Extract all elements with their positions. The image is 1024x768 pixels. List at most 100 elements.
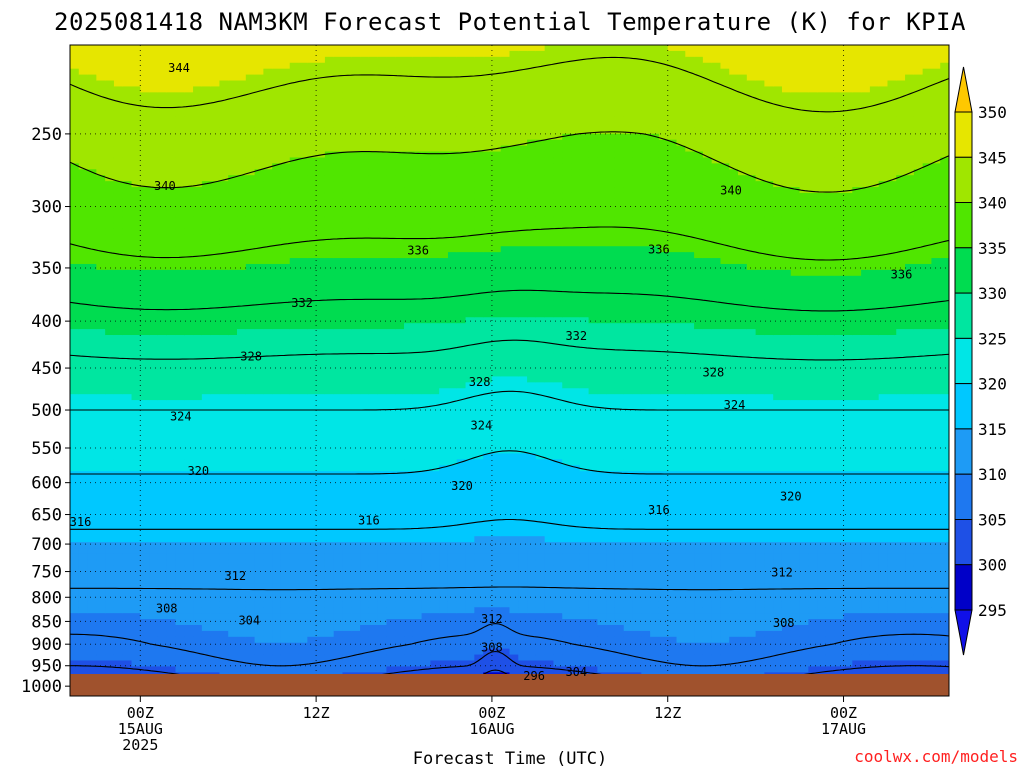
theta-cell	[131, 459, 141, 466]
theta-cell	[254, 287, 264, 295]
theta-cell	[342, 595, 352, 602]
theta-cell	[298, 334, 308, 342]
theta-cell	[96, 654, 106, 662]
theta-cell	[360, 204, 370, 212]
theta-cell	[149, 198, 159, 206]
theta-cell	[298, 116, 308, 123]
theta-cell	[131, 536, 141, 543]
theta-cell	[219, 287, 229, 295]
theta-cell	[404, 394, 414, 401]
theta-cell	[228, 110, 238, 117]
theta-cell	[263, 234, 273, 241]
theta-cell	[307, 477, 317, 484]
theta-cell	[456, 92, 467, 99]
theta-cell	[184, 187, 194, 194]
theta-cell	[439, 104, 449, 111]
theta-cell	[289, 518, 300, 525]
theta-cell	[157, 163, 168, 170]
theta-cell	[193, 329, 203, 336]
theta-cell	[96, 394, 106, 401]
theta-cell	[377, 133, 388, 141]
theta-cell	[219, 258, 229, 265]
theta-cell	[333, 210, 344, 218]
theta-cell	[412, 92, 423, 99]
theta-cell	[360, 281, 370, 289]
theta-cell	[316, 542, 326, 549]
theta-cell	[421, 488, 431, 496]
theta-cell	[421, 198, 431, 206]
theta-cell	[263, 441, 273, 449]
theta-cell	[351, 441, 361, 449]
theta-cell	[447, 151, 458, 159]
theta-cell	[263, 305, 273, 312]
theta-cell	[412, 192, 423, 200]
theta-cell	[96, 163, 106, 170]
theta-cell	[368, 127, 379, 135]
theta-cell	[149, 317, 159, 324]
theta-cell	[219, 187, 229, 194]
theta-cell	[298, 198, 308, 206]
theta-cell	[342, 287, 352, 295]
theta-cell	[131, 352, 141, 360]
theta-cell	[280, 68, 291, 76]
theta-cell	[78, 382, 89, 389]
theta-cell	[210, 228, 221, 235]
theta-cell	[307, 299, 317, 306]
theta-cell	[280, 423, 291, 431]
theta-cell	[412, 459, 423, 466]
theta-cell	[404, 471, 414, 478]
theta-cell	[439, 417, 449, 425]
theta-cell	[228, 536, 238, 543]
theta-cell	[70, 542, 80, 549]
theta-cell	[465, 50, 475, 58]
theta-cell	[377, 169, 388, 176]
theta-cell	[219, 571, 229, 579]
theta-cell	[272, 317, 282, 324]
theta-cell	[201, 382, 212, 389]
theta-cell	[439, 169, 449, 176]
theta-cell	[272, 240, 282, 247]
theta-cell	[122, 376, 133, 383]
theta-cell	[96, 92, 106, 99]
theta-cell	[421, 459, 431, 466]
theta-cell	[342, 281, 352, 289]
theta-cell	[430, 636, 440, 644]
theta-cell	[289, 536, 300, 543]
theta-cell	[87, 388, 97, 395]
theta-cell	[404, 329, 414, 336]
theta-cell	[342, 642, 352, 650]
theta-cell	[166, 56, 177, 64]
theta-cell	[456, 157, 467, 164]
theta-cell	[289, 175, 300, 182]
theta-cell	[228, 68, 238, 76]
theta-cell	[228, 222, 238, 230]
theta-cell	[122, 299, 133, 306]
theta-cell	[70, 45, 80, 52]
theta-cell	[412, 287, 423, 295]
theta-cell	[272, 477, 282, 484]
theta-cell	[237, 530, 247, 537]
theta-cell	[351, 246, 361, 253]
theta-cell	[324, 305, 335, 312]
theta-cell	[105, 406, 115, 413]
theta-cell	[351, 269, 361, 277]
theta-cell	[272, 613, 282, 620]
theta-cell	[263, 104, 273, 111]
theta-cell	[360, 417, 370, 425]
theta-cell	[386, 613, 396, 620]
theta-cell	[333, 364, 344, 372]
theta-cell	[404, 447, 414, 454]
theta-cell	[289, 275, 300, 283]
theta-cell	[254, 624, 264, 632]
theta-cell	[193, 376, 203, 383]
theta-cell	[175, 370, 185, 378]
theta-cell	[245, 50, 256, 58]
theta-cell	[193, 281, 203, 289]
theta-cell	[386, 133, 396, 141]
theta-cell	[237, 340, 247, 348]
theta-cell	[210, 654, 221, 662]
theta-cell	[263, 518, 273, 525]
theta-cell	[447, 589, 458, 596]
theta-cell	[439, 482, 449, 490]
theta-cell	[70, 601, 80, 608]
